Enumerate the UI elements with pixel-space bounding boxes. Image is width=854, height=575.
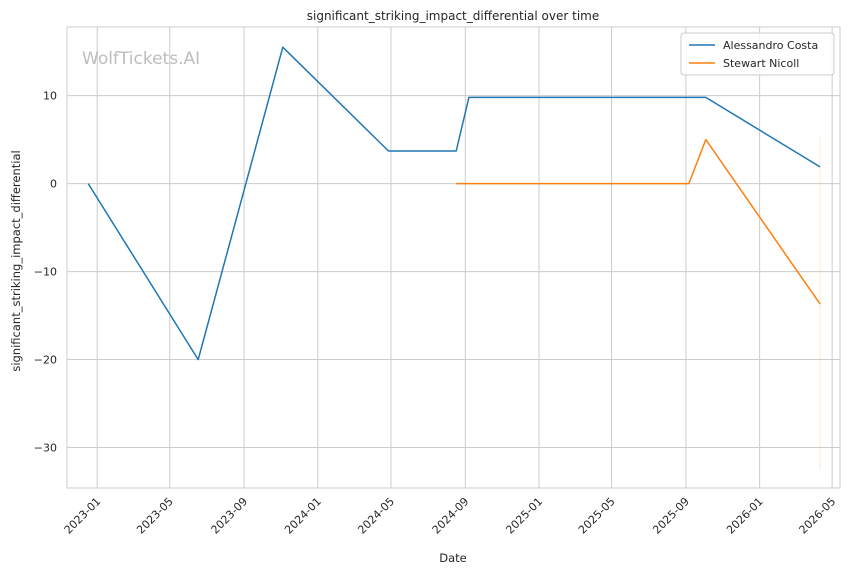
legend: Alessandro Costa Stewart Nicoll [680, 32, 835, 76]
legend-box [680, 32, 835, 76]
y-axis-title: significant_striking_impact_differential [9, 150, 23, 371]
y-tick-label: 0 [50, 178, 57, 191]
chart-title: significant_striking_impact_differential… [307, 9, 599, 23]
y-axis-ticks: 10 0 −10 −20 −30 [34, 90, 57, 455]
y-tick-label: 10 [43, 90, 57, 103]
y-tick-label: −20 [34, 354, 57, 367]
plot-frame [66, 26, 841, 489]
legend-label: Stewart Nicoll [723, 57, 799, 70]
series-line-stewart-nicoll [456, 138, 821, 305]
legend-label: Alessandro Costa [723, 39, 818, 52]
grid [67, 27, 840, 488]
watermark: WolfTickets.AI [82, 49, 200, 69]
y-tick-label: −10 [34, 266, 57, 279]
y-tick-label: −30 [34, 442, 57, 455]
series-lines [87, 46, 821, 361]
series-line-alessandro-costa [87, 46, 821, 361]
x-axis-title: Date [439, 551, 467, 565]
